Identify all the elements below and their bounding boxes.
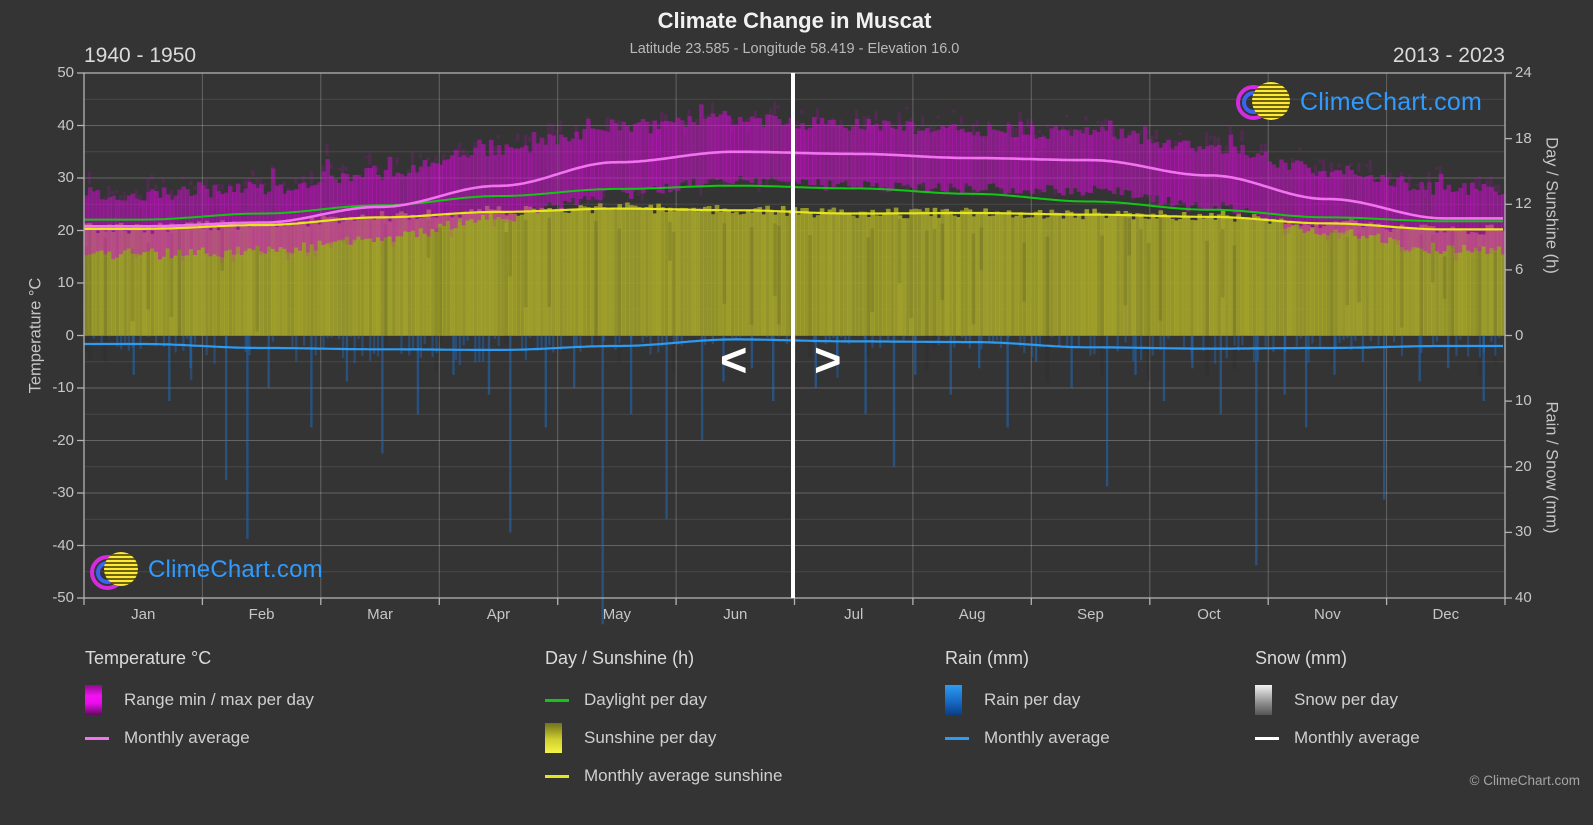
- next-period-arrow[interactable]: >: [814, 333, 842, 386]
- legend-group-title: Snow (mm): [1255, 648, 1348, 668]
- day-sunshine-axis-tick-label: 18: [1515, 129, 1532, 147]
- rain-average-line-swatch: [945, 736, 969, 740]
- climechart-logo-bottom[interactable]: ClimeChart.com: [90, 550, 323, 590]
- rain-snow-axis-tick-label: 40: [1515, 589, 1532, 606]
- legend-item-label: Monthly average: [984, 728, 1110, 747]
- sunshine-band-swatch: [545, 723, 562, 753]
- temp-axis-tick-label: 10: [57, 274, 74, 291]
- legend-item: Range min / max per day: [85, 681, 475, 719]
- temp-axis-tick-label: 0: [65, 326, 74, 344]
- snow-band-swatch: [1255, 685, 1272, 715]
- month-axis-label: Feb: [248, 606, 275, 623]
- legend-item-label: Range min / max per day: [124, 690, 314, 709]
- period-right-label: 2013 - 2023: [1392, 44, 1505, 67]
- legend-item-label: Sunshine per day: [584, 728, 717, 747]
- legend-group-title: Day / Sunshine (h): [545, 648, 695, 668]
- climechart-logo-icon: [1236, 80, 1292, 124]
- previous-period-arrow[interactable]: <: [720, 333, 748, 386]
- temp-axis-tick-label: -50: [52, 589, 74, 606]
- logo-wordmark: ClimeChart.com: [1300, 87, 1482, 116]
- month-axis-label: Jan: [131, 606, 156, 623]
- legend-item: Monthly average sunshine: [545, 757, 935, 795]
- month-axis-label: Nov: [1314, 606, 1341, 623]
- logo-wordmark: ClimeChart.com: [148, 556, 323, 583]
- logo-sun-ball: [1252, 82, 1290, 120]
- period-left-label: 1940 - 1950: [84, 44, 197, 67]
- month-axis-label: Aug: [958, 606, 986, 623]
- month-axis-label: May: [602, 606, 632, 623]
- month-axis-label: Apr: [486, 606, 511, 623]
- temp-axis-tick-label: -40: [52, 536, 74, 554]
- legend-group-rain: Rain (mm) Rain per day Monthly average: [945, 648, 1335, 757]
- legend-group-temperature: Temperature °C Range min / max per day M…: [85, 648, 475, 757]
- legend-group-title: Rain (mm): [945, 648, 1029, 668]
- rain-snow-axis-tick-label: 20: [1515, 457, 1532, 475]
- legend-item: Snow per day: [1255, 681, 1593, 719]
- snow-average-line-swatch: [1255, 736, 1279, 740]
- temp-axis-tick-label: 40: [57, 116, 74, 134]
- legend-item: Monthly average: [85, 719, 475, 757]
- month-axis-label: Jun: [723, 606, 748, 623]
- legend-item-label: Monthly average sunshine: [584, 766, 783, 785]
- temp-axis-tick-label: -20: [52, 431, 74, 449]
- temperature-average-line-swatch: [85, 736, 109, 740]
- temp-axis-tick-label: 30: [57, 169, 74, 186]
- copyright-notice: © ClimeChart.com: [1469, 773, 1580, 788]
- legend-item: Monthly average: [945, 719, 1335, 757]
- daylight-line-swatch: [545, 698, 569, 702]
- legend-item-label: Monthly average: [124, 728, 250, 747]
- day-sunshine-axis-tick-label: 0: [1515, 326, 1524, 344]
- day-sunshine-axis-tick-label: 24: [1515, 64, 1532, 81]
- legend-group-snow: Snow (mm) Snow per day Monthly average: [1255, 648, 1593, 757]
- month-axis-label: Jul: [844, 606, 864, 623]
- legend-item: Rain per day: [945, 681, 1335, 719]
- rain-snow-axis-tick-label: 30: [1515, 523, 1532, 541]
- sunshine-average-line-swatch: [545, 774, 569, 778]
- page-subtitle: Latitude 23.585 - Longitude 58.419 - Ele…: [629, 41, 960, 57]
- legend-group-title: Temperature °C: [85, 648, 212, 668]
- climechart-logo-top[interactable]: ClimeChart.com: [1236, 80, 1482, 124]
- period-divider-handle[interactable]: [791, 73, 795, 598]
- legend-item-label: Monthly average: [1294, 728, 1420, 747]
- legend-group-day-sunshine: Day / Sunshine (h) Daylight per day Suns…: [545, 648, 935, 795]
- temp-axis-tick-label: -10: [52, 379, 74, 396]
- climechart-logo-icon: [90, 550, 140, 590]
- month-axis-label: Mar: [367, 606, 393, 623]
- page-title: Climate Change in Muscat: [657, 8, 932, 33]
- month-axis-label: Oct: [1197, 606, 1221, 623]
- temperature-range-swatch: [85, 685, 102, 715]
- rain-snow-axis-tick-label: 10: [1515, 392, 1532, 410]
- logo-sun-ball: [104, 552, 138, 586]
- month-axis-label: Sep: [1077, 606, 1104, 623]
- temp-axis-tick-label: -30: [52, 484, 74, 501]
- legend-item-label: Snow per day: [1294, 690, 1398, 709]
- day-sunshine-axis-tick-label: 12: [1515, 195, 1532, 213]
- legend-item-label: Rain per day: [984, 690, 1081, 709]
- rain-band-swatch: [945, 685, 962, 715]
- legend-item: Daylight per day: [545, 681, 935, 719]
- temp-axis-tick-label: 20: [57, 221, 74, 239]
- temp-axis-tick-label: 50: [57, 64, 74, 81]
- day-sunshine-axis-tick-label: 6: [1515, 260, 1524, 278]
- legend-item: Sunshine per day: [545, 719, 935, 757]
- legend-item-label: Daylight per day: [584, 690, 707, 709]
- legend-item: Monthly average: [1255, 719, 1593, 757]
- month-axis-label: Dec: [1432, 606, 1460, 623]
